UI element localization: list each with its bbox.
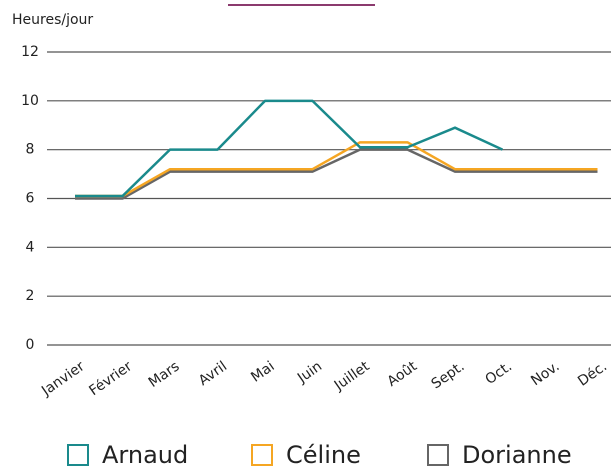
y-tick-label: 8 (26, 142, 35, 158)
series-line (75, 141, 598, 198)
y-tick-label: 6 (26, 191, 35, 207)
y-tick-label: 0 (26, 337, 35, 353)
x-tick-label: Avril (196, 358, 230, 389)
x-tick-label: Janvier (38, 358, 88, 399)
x-tick-label: Juin (294, 358, 325, 386)
y-tick-label: 12 (21, 44, 39, 60)
y-tick-label: 4 (26, 239, 35, 255)
legend-label: Dorianne (462, 441, 572, 469)
legend-swatch (67, 444, 89, 466)
x-tick-label: Août (384, 358, 420, 390)
x-tick-label: Février (86, 358, 135, 399)
x-tick-label: Mars (146, 358, 183, 390)
x-tick-label: Juillet (331, 358, 373, 394)
legend-swatch (427, 444, 449, 466)
y-tick-label: 2 (26, 288, 35, 304)
legend-swatch (251, 444, 273, 466)
series-line (75, 99, 504, 198)
y-tick-label: 10 (21, 93, 39, 109)
x-tick-label: Déc. (575, 358, 610, 389)
x-tick-label: Mai (248, 358, 277, 385)
y-axis-label: Heures/jour (12, 12, 93, 28)
legend-label: Arnaud (102, 441, 188, 469)
x-tick-label: Sept. (429, 358, 468, 392)
series-line (75, 148, 598, 200)
x-tick-label: Nov. (528, 358, 562, 389)
legend-label: Céline (286, 441, 361, 469)
x-tick-label: Oct. (482, 358, 515, 388)
